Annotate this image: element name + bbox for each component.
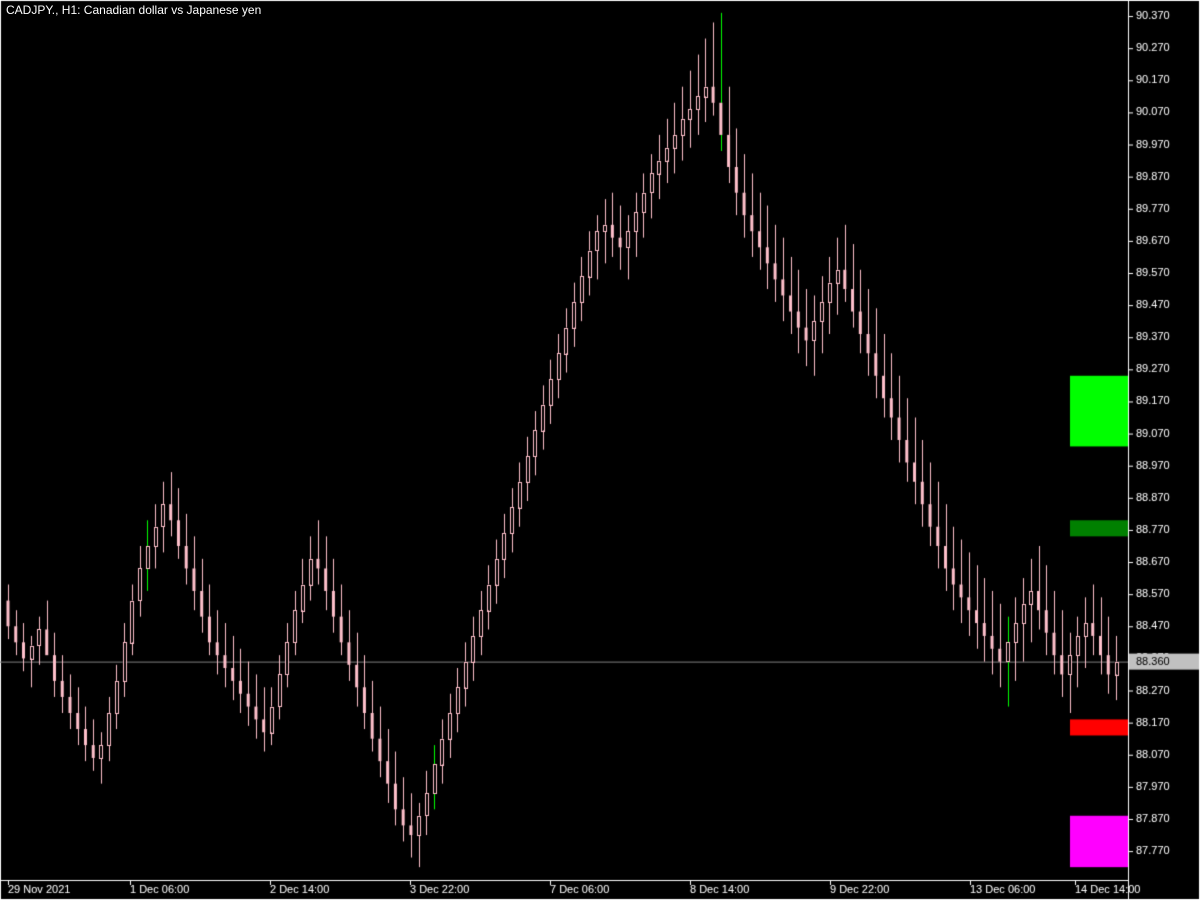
chart-title: CADJPY., H1: Canadian dollar vs Japanese… bbox=[6, 3, 261, 17]
candlestick-chart[interactable] bbox=[0, 0, 1200, 900]
chart-container[interactable]: CADJPY., H1: Canadian dollar vs Japanese… bbox=[0, 0, 1200, 900]
